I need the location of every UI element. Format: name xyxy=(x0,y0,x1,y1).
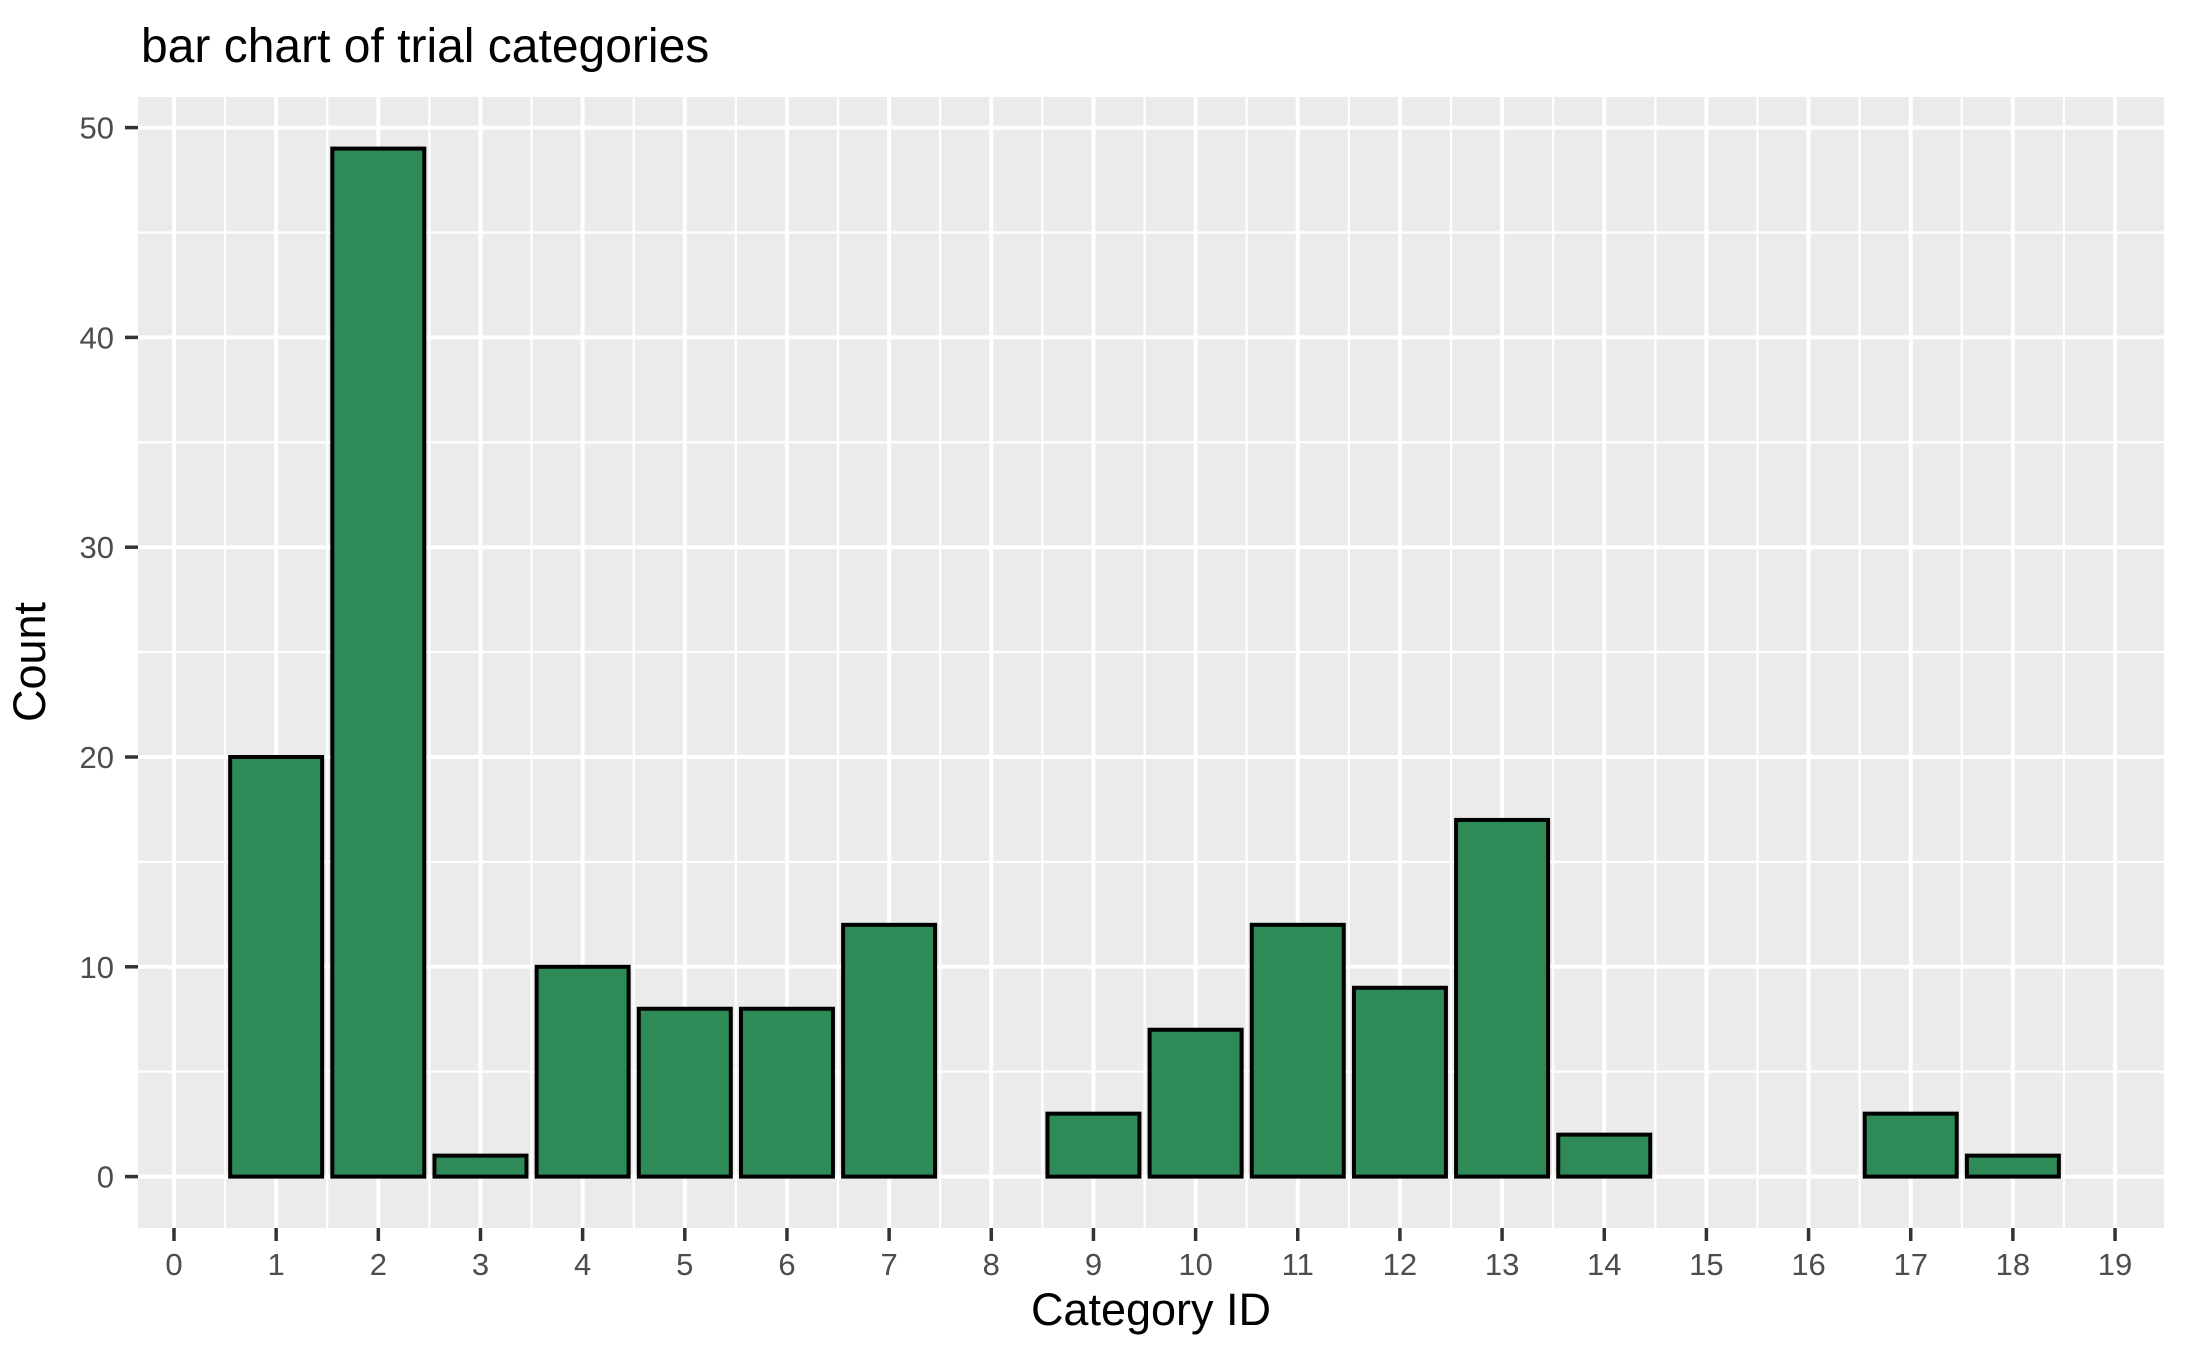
x-tick-label: 3 xyxy=(472,1247,489,1282)
x-axis-title: Category ID xyxy=(1031,1284,1271,1335)
chart-title: bar chart of trial categories xyxy=(141,20,709,73)
bar xyxy=(1249,922,1346,1179)
bar xyxy=(1964,1153,2061,1179)
x-tick-label: 1 xyxy=(268,1247,285,1282)
bar xyxy=(330,146,427,1179)
bar xyxy=(534,964,631,1179)
y-tick-label: 40 xyxy=(80,320,114,355)
bar xyxy=(636,1006,733,1179)
y-tick-label: 10 xyxy=(80,950,114,985)
x-tick-label: 13 xyxy=(1485,1247,1519,1282)
x-tick-label: 7 xyxy=(880,1247,897,1282)
bar xyxy=(1556,1132,1653,1179)
x-tick-label: 2 xyxy=(370,1247,387,1282)
x-tick-label: 8 xyxy=(983,1247,1000,1282)
y-axis-title: Count xyxy=(4,601,55,722)
bar xyxy=(841,922,938,1179)
x-tick-label: 4 xyxy=(574,1247,591,1282)
x-tick-label: 17 xyxy=(1893,1247,1927,1282)
x-tick-label: 16 xyxy=(1791,1247,1825,1282)
x-tick-label: 11 xyxy=(1282,1247,1314,1282)
y-tick-label: 30 xyxy=(80,530,114,565)
x-tick-label: 5 xyxy=(676,1247,693,1282)
bar-series xyxy=(228,146,2061,1179)
bar xyxy=(1454,817,1551,1179)
x-tick-label: 10 xyxy=(1178,1247,1212,1282)
bar xyxy=(1862,1111,1959,1179)
bar xyxy=(228,754,325,1179)
x-tick-label: 15 xyxy=(1689,1247,1723,1282)
y-tick-label: 20 xyxy=(80,740,114,775)
axis-tick-labels: 0 1 2 3 4 5 6 7 8 9 10 11 12 13 14 15 16 17 18 190102030405… xyxy=(80,111,2133,1282)
x-tick-label: 18 xyxy=(1996,1247,2030,1282)
x-tick-label: 12 xyxy=(1383,1247,1417,1282)
bar xyxy=(738,1006,835,1179)
x-tick-label: 14 xyxy=(1587,1247,1621,1282)
bar xyxy=(432,1153,529,1179)
bar xyxy=(1351,985,1448,1179)
x-tick-label: 6 xyxy=(778,1247,795,1282)
x-tick-label: 9 xyxy=(1085,1247,1102,1282)
y-tick-label: 0 xyxy=(97,1160,114,1195)
x-tick-label: 19 xyxy=(2098,1247,2132,1282)
bar xyxy=(1147,1027,1244,1179)
minor-gridlines xyxy=(138,97,2164,1228)
bar xyxy=(1045,1111,1142,1179)
y-tick-label: 50 xyxy=(80,111,114,146)
x-tick-label: 0 xyxy=(165,1247,182,1282)
axis-tick-marks xyxy=(125,125,2117,1241)
